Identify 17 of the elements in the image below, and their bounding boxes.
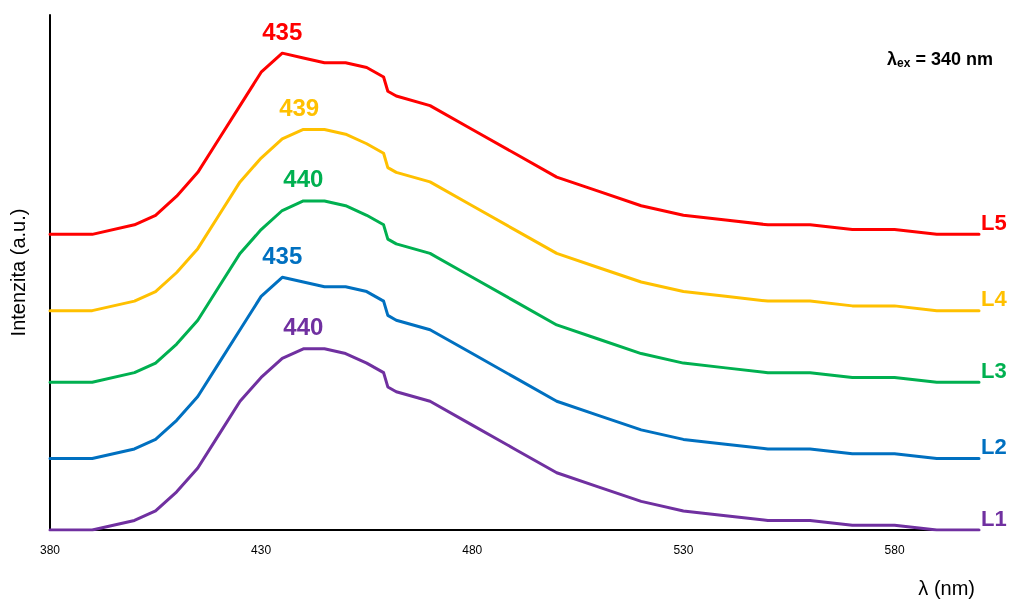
series-label: L4	[981, 286, 1008, 312]
x-tick-label: 530	[673, 543, 694, 557]
x-tick-label: 430	[251, 543, 272, 557]
series-label: L3	[981, 357, 1007, 383]
annotation: 435	[262, 241, 303, 269]
annotation: 435	[262, 17, 303, 45]
x-tick-label: 380	[39, 543, 61, 557]
series-label: L2	[981, 433, 1007, 459]
series-label: L5	[981, 209, 1007, 235]
annotation: 439	[279, 93, 320, 121]
series-label: L1	[981, 505, 1007, 531]
y-axis-title: Intenzita (a.u.)	[7, 208, 29, 337]
annotation: 440	[283, 313, 324, 341]
x-tick-label: 580	[884, 543, 905, 557]
x-axis-title: λ (nm)	[918, 577, 975, 599]
x-tick-label: 480	[462, 543, 483, 557]
annotation: 440	[283, 165, 324, 193]
